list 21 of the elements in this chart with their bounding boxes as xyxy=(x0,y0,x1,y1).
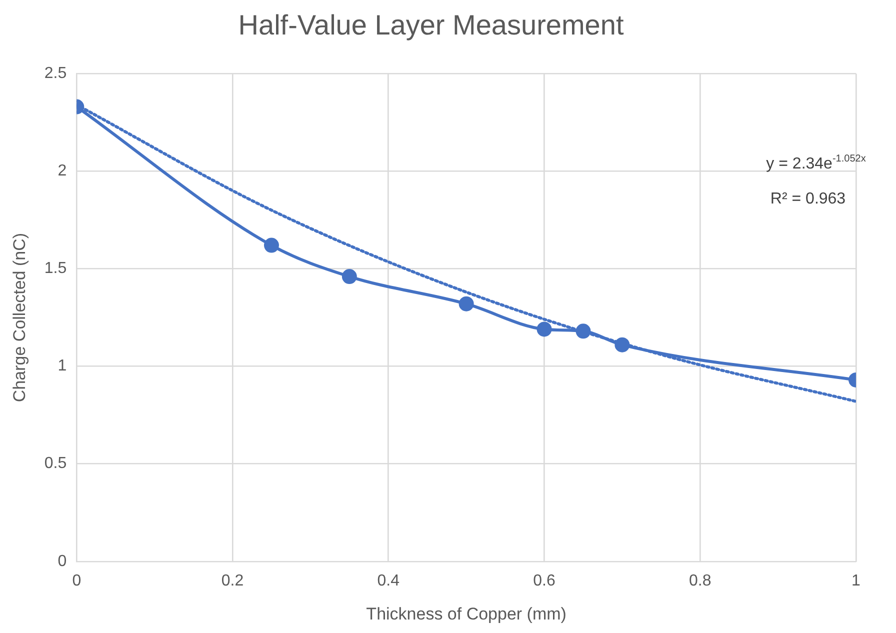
point xyxy=(458,296,474,312)
y-axis-title: Charge Collected (nC) xyxy=(10,232,29,402)
y-tick-label: 2.5 xyxy=(44,65,67,82)
point xyxy=(342,269,357,284)
point xyxy=(614,337,630,352)
x-tick-label: 0.8 xyxy=(689,572,712,590)
y-tick-label: 1 xyxy=(58,358,67,375)
annotation: R² = 0.963 xyxy=(770,190,846,208)
x-tick-label: 0 xyxy=(72,572,82,590)
x-tick-label: 1 xyxy=(852,572,861,590)
y-tick-label: 1.5 xyxy=(44,260,67,278)
x-tick-label: 0.4 xyxy=(377,572,400,590)
y-tick-label: 0 xyxy=(58,552,67,570)
point xyxy=(576,324,591,339)
x-tick-label: 0.2 xyxy=(221,572,244,590)
x-tick-label: 0.6 xyxy=(533,572,556,590)
y-tick-label: 2 xyxy=(58,162,67,180)
chart-title: Half-Value Layer Measurement xyxy=(238,10,624,41)
y-tick-label: 0.5 xyxy=(44,455,67,472)
point xyxy=(536,322,552,337)
x-axis-title: Thickness of Copper (mm) xyxy=(366,604,566,624)
